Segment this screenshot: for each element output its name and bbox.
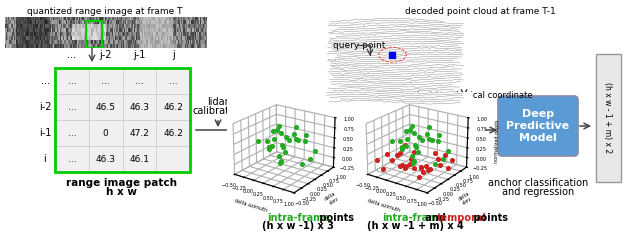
Text: ...: ... — [68, 77, 76, 85]
Text: 46.3: 46.3 — [129, 102, 149, 112]
Text: (h x w - 1 + m) x 2: (h x w - 1 + m) x 2 — [604, 82, 612, 154]
FancyBboxPatch shape — [498, 96, 578, 156]
Text: i-1: i-1 — [39, 128, 51, 138]
Text: 46.1: 46.1 — [129, 155, 149, 163]
Text: reproject to spherical coordinate: reproject to spherical coordinate — [395, 91, 533, 100]
Text: query point: query point — [333, 41, 385, 49]
Point — [387, 53, 397, 57]
Bar — [86, 21, 102, 48]
Text: ...: ... — [67, 50, 76, 60]
Text: 46.2: 46.2 — [163, 128, 183, 138]
Text: Deep
Predictive
Model: Deep Predictive Model — [506, 109, 570, 143]
Text: and: and — [422, 213, 449, 223]
Text: j: j — [172, 50, 175, 60]
Text: anchor classification: anchor classification — [488, 178, 588, 188]
Text: h x w: h x w — [106, 187, 138, 197]
Text: 0: 0 — [103, 128, 109, 138]
Text: temporal: temporal — [437, 213, 487, 223]
Bar — [55, 68, 190, 172]
Text: ...: ... — [68, 128, 76, 138]
Text: points: points — [470, 213, 508, 223]
Text: j-1: j-1 — [133, 50, 145, 60]
Text: intra-frame: intra-frame — [382, 213, 445, 223]
Text: ...: ... — [68, 155, 76, 163]
Text: j-2: j-2 — [99, 50, 112, 60]
Text: 47.2: 47.2 — [129, 128, 149, 138]
Text: 46.2: 46.2 — [163, 102, 183, 112]
Text: and regression: and regression — [502, 187, 574, 197]
Text: lidar: lidar — [207, 97, 229, 107]
Text: 46.5: 46.5 — [95, 102, 116, 112]
Text: ...: ... — [68, 102, 76, 112]
X-axis label: delta azimuth: delta azimuth — [367, 198, 401, 213]
Text: points: points — [316, 213, 354, 223]
Bar — [55, 68, 190, 172]
Text: i: i — [44, 154, 46, 164]
Text: 46.3: 46.3 — [95, 155, 116, 163]
Text: ...: ... — [40, 76, 49, 86]
Text: ...: ... — [169, 77, 177, 85]
Text: ...: ... — [135, 77, 144, 85]
Text: i-2: i-2 — [39, 102, 51, 112]
Text: range image patch: range image patch — [67, 178, 177, 188]
Bar — [596, 54, 621, 182]
Y-axis label: delta
elev: delta elev — [457, 191, 474, 207]
X-axis label: delta azimuth: delta azimuth — [234, 198, 268, 213]
Text: intra-frame: intra-frame — [267, 213, 330, 223]
Text: decoded point cloud at frame T-1: decoded point cloud at frame T-1 — [404, 7, 556, 16]
Text: quantized range image at frame T: quantized range image at frame T — [28, 7, 183, 16]
Text: ...: ... — [101, 77, 110, 85]
Text: (h x w -1 + m) x 4: (h x w -1 + m) x 4 — [367, 221, 463, 231]
Text: calibration: calibration — [192, 106, 244, 116]
Y-axis label: delta
elev: delta elev — [324, 191, 340, 207]
Text: (h x w -1) x 3: (h x w -1) x 3 — [262, 221, 334, 231]
